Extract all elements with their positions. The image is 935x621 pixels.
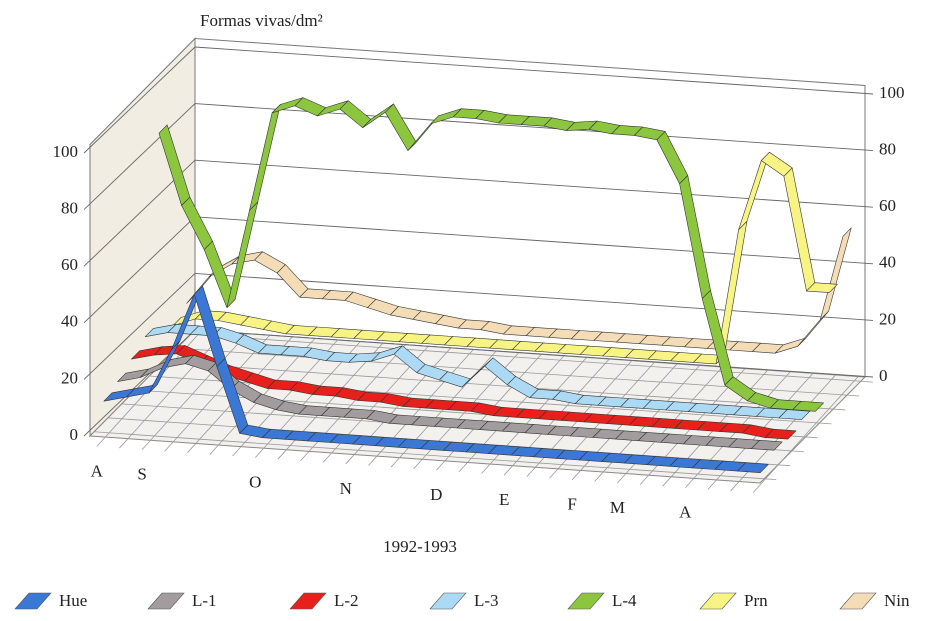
x-tick-label: A: [679, 503, 692, 522]
legend-swatch: [839, 592, 877, 610]
y2-tick-label: 100: [879, 83, 905, 102]
grid-line: [194, 272, 874, 321]
grid-line: [83, 216, 196, 324]
floor-line: [119, 331, 225, 449]
legend-swatch: [567, 592, 605, 610]
x-axis-label: 1992-1993: [383, 537, 457, 556]
grid-line: [194, 46, 874, 95]
x-tick-label: N: [340, 479, 352, 498]
floor-line: [164, 334, 270, 452]
grid-line: [194, 216, 874, 265]
legend-swatch: [699, 592, 737, 610]
grid-line: [83, 103, 196, 210]
floor-line: [190, 333, 873, 383]
chart-title: Formas vivas/dm²: [200, 11, 323, 30]
y2-tick-label: 40: [879, 253, 896, 272]
y-tick-label: 60: [61, 255, 78, 274]
ribbon-segment: [750, 439, 783, 451]
x-tick-label: D: [430, 485, 442, 504]
y-tick-label: 40: [61, 312, 78, 331]
y2-tick-label: 80: [879, 140, 896, 159]
x-tick-label: A: [91, 461, 104, 480]
legend-swatch: [14, 592, 52, 610]
ribbon-segment: [778, 409, 811, 420]
legend-label: Prn: [744, 591, 768, 610]
x-tick-label: O: [249, 472, 261, 491]
y-tick-label: 80: [61, 199, 78, 218]
legend-label: Nin: [884, 591, 910, 610]
y2-tick-label: 60: [879, 196, 896, 215]
grid-line: [83, 46, 196, 154]
x-tick-label: M: [610, 498, 625, 517]
y2-tick-label: 0: [879, 366, 888, 385]
ribbon-segment: [764, 428, 797, 440]
legend-swatch: [429, 592, 467, 610]
grid-line: [194, 159, 874, 208]
legend-swatch: [289, 592, 327, 610]
floor-line: [163, 361, 846, 411]
ribbon-segment: [737, 462, 769, 474]
x-tick-label: E: [499, 490, 509, 509]
legend-swatch: [147, 592, 185, 610]
y-tick-label: 100: [53, 142, 79, 161]
legend-label: L-4: [612, 591, 637, 610]
legend-label: Hue: [59, 591, 87, 610]
floor-line: [752, 376, 859, 493]
legend-label: L-1: [192, 591, 217, 610]
x-tick-label: F: [567, 495, 576, 514]
grid-line: [194, 329, 874, 378]
x-tick-label: S: [137, 465, 146, 484]
grid-line: [83, 273, 196, 380]
floor-line: [141, 333, 248, 450]
y2-tick-label: 20: [879, 309, 896, 328]
y-tick-label: 20: [61, 368, 78, 387]
ribbon-segment: [806, 282, 838, 293]
legend-label: L-3: [474, 591, 499, 610]
legend-label: L-2: [334, 591, 359, 610]
floor-line: [94, 431, 777, 481]
ribbon-segment: [819, 227, 852, 320]
y-tick-label: 0: [70, 425, 79, 444]
